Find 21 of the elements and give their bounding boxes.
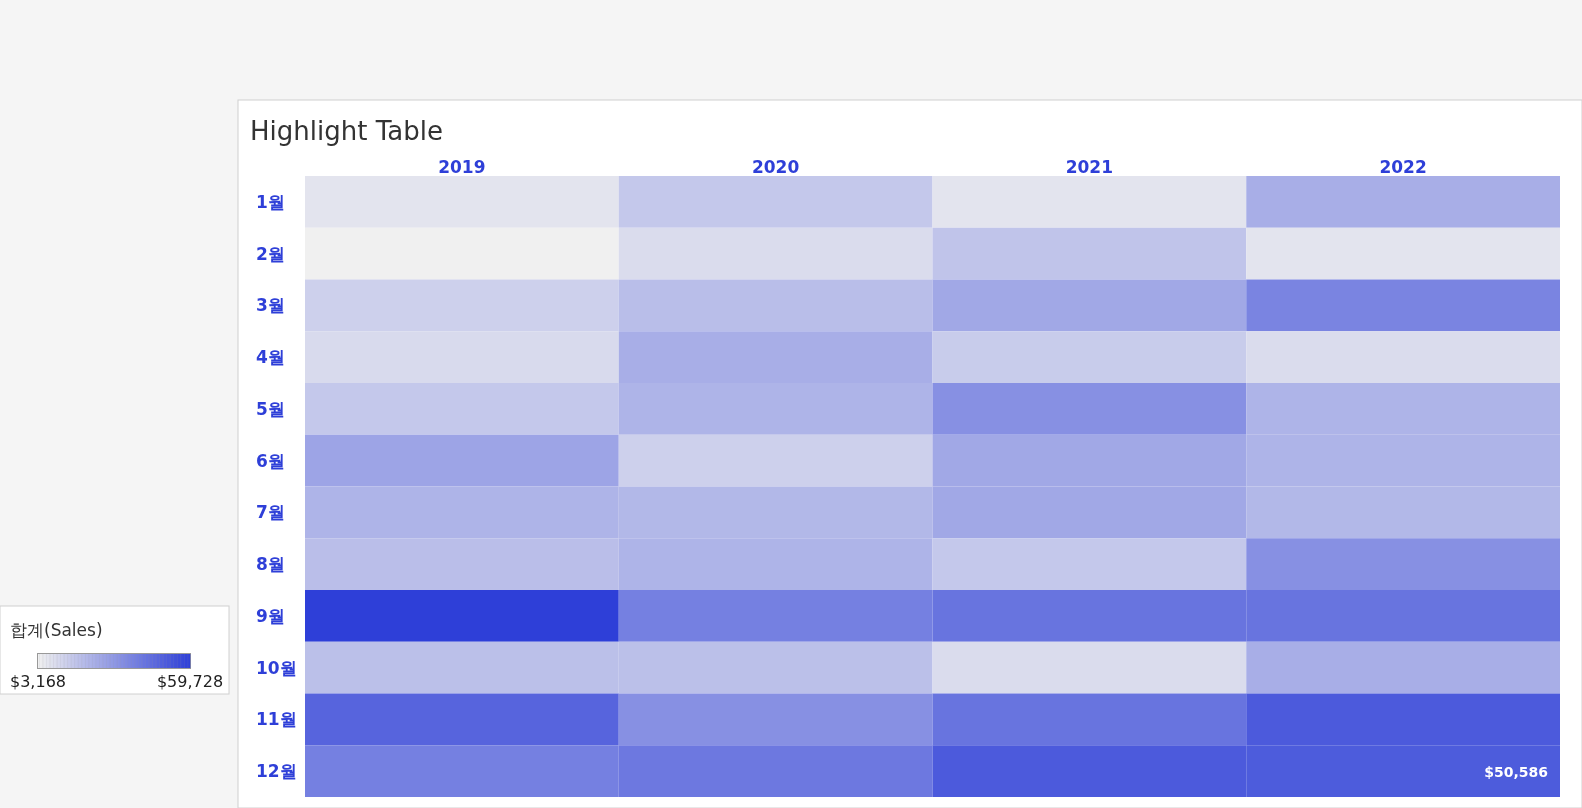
y-tick-label: 6월	[256, 450, 285, 471]
y-tick-label: 5월	[256, 398, 285, 419]
y-tick-label: 4월	[256, 347, 285, 368]
y-tick-label: 11월	[256, 709, 297, 730]
x-tick-label: 2021	[1065, 157, 1114, 177]
y-tick-label: 10월	[256, 657, 297, 678]
data-label: $50,586	[1484, 764, 1548, 781]
x-tick-label: 2019	[438, 157, 486, 177]
y-tick-label: 9월	[256, 605, 285, 626]
x-tick-label: 2020	[751, 157, 800, 177]
color-bar-title: 합계(Sales)	[10, 620, 103, 640]
y-tick-label: 7월	[256, 502, 285, 523]
y-tick-label: 8월	[256, 554, 285, 575]
color-bar-label: $59,728	[156, 672, 224, 691]
chart-title: Highlight Table	[250, 116, 443, 146]
x-tick-label: 2022	[1379, 157, 1427, 177]
y-tick-label: 1월	[256, 191, 285, 212]
y-tick-label: 12월	[256, 761, 297, 782]
y-tick-label: 2월	[256, 243, 285, 264]
color-bar-label: $3,168	[10, 672, 66, 691]
y-tick-label: 3월	[256, 295, 285, 316]
